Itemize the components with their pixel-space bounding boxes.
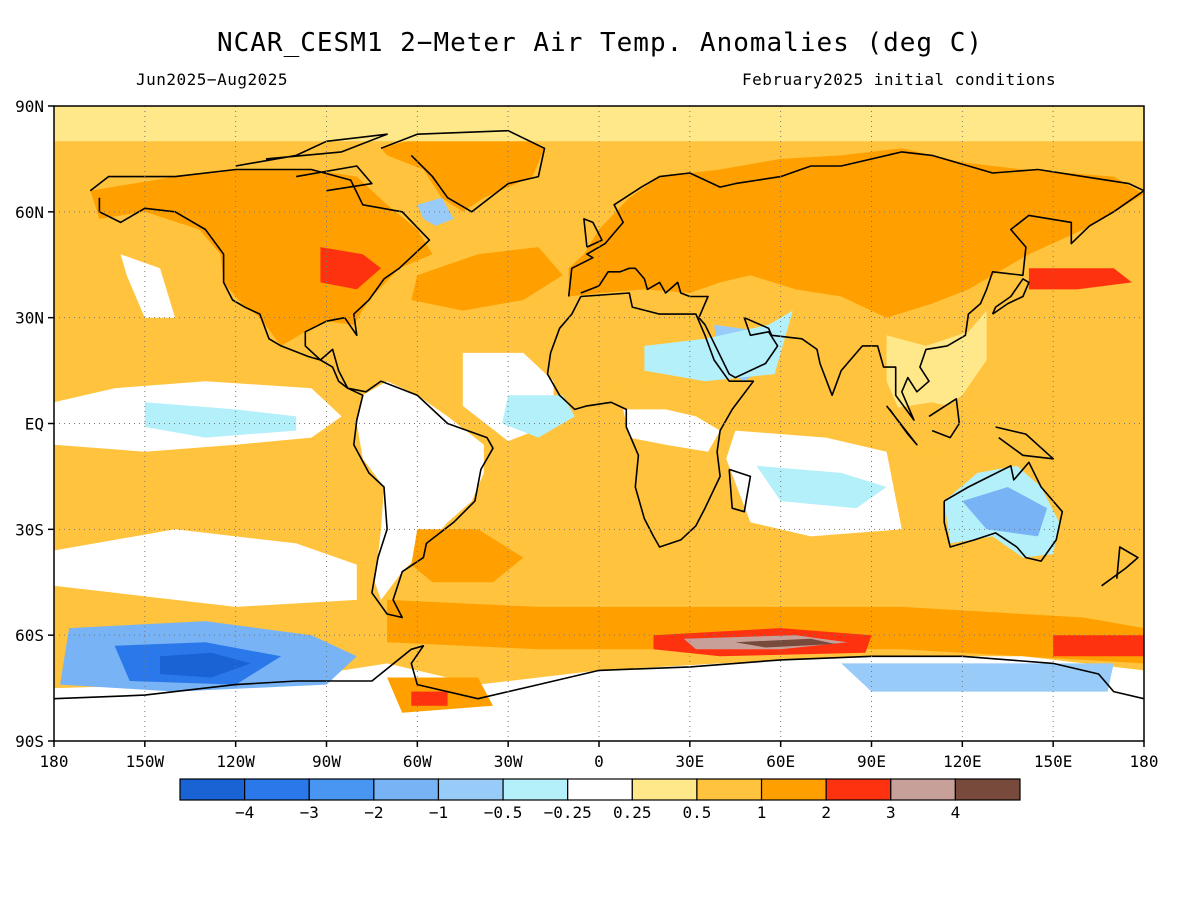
- region-greenland: [381, 130, 545, 212]
- lon-tick-label: 60W: [403, 752, 432, 771]
- colorbar: [179, 778, 1021, 801]
- colorbar-label: 1: [757, 803, 767, 822]
- lon-tick-label: 180: [1130, 752, 1159, 771]
- region-tropical-pacific-cool: [144, 402, 297, 438]
- map-title: NCAR_CESM1 2−Meter Air Temp. Anomalies (…: [216, 28, 984, 58]
- region-south-america: [356, 381, 484, 600]
- lon-tick-label: 180: [40, 752, 69, 771]
- region-southern-africa: [635, 437, 715, 544]
- colorbar-swatch: [179, 778, 246, 801]
- colorbar-labels: −4 −3 −2 −1 −0.5 −0.25 0.25 0.5 1 2 3 4: [235, 803, 960, 822]
- lon-tick-label: 30W: [494, 752, 523, 771]
- region-australia-cool: [962, 487, 1048, 537]
- region-south-atlantic-warm: [411, 529, 524, 583]
- colorbar-label: 0.25: [613, 803, 652, 822]
- colorbar-swatch: [502, 778, 569, 801]
- coastline: [991, 278, 1030, 315]
- region-central-africa: [623, 409, 721, 452]
- colorbar-label: 3: [886, 803, 896, 822]
- region-labrador-cool: [417, 197, 454, 226]
- lon-tick-label: 60E: [766, 752, 795, 771]
- colorbar-swatch: [825, 778, 892, 801]
- colorbar-label: −3: [300, 803, 319, 822]
- lat-tick-label: 60S: [15, 626, 44, 645]
- lon-tick-label: 120W: [216, 752, 255, 771]
- lat-tick-label: 90N: [15, 97, 44, 116]
- latitude-axis: 90N 60N 30N EQ 30S 60S 90S: [15, 97, 54, 751]
- colorbar-swatch: [244, 778, 310, 801]
- lon-tick-label: 120E: [943, 752, 982, 771]
- region-weddell-hot: [411, 691, 448, 706]
- lat-tick-label: EQ: [25, 415, 44, 434]
- lon-tick-label: 0: [594, 752, 604, 771]
- region-north-pacific-cool: [120, 254, 176, 318]
- lat-tick-label: 30S: [15, 520, 44, 539]
- region-atlantic-cool: [502, 395, 575, 438]
- grid-lines: [54, 106, 1144, 741]
- coastline: [235, 133, 388, 167]
- region-indian-cool: [756, 465, 887, 509]
- region-north-america: [90, 169, 433, 346]
- lat-tick-label: 30N: [15, 309, 44, 328]
- region-nw-indian-cool: [644, 310, 793, 382]
- colorbar-swatch: [954, 778, 1021, 801]
- region-japan-hot: [1028, 268, 1132, 290]
- colorbar-label: −4: [235, 803, 254, 822]
- region-amundsen-core: [160, 652, 251, 678]
- map-field: [54, 106, 1144, 741]
- coastline: [728, 468, 752, 513]
- region-southern-ocean-max: [735, 638, 836, 648]
- colorbar-label: 2: [821, 803, 831, 822]
- colorbar-swatch: [308, 778, 375, 801]
- lon-tick-label: 90E: [857, 752, 886, 771]
- colorbar-label: 4: [951, 803, 961, 822]
- region-arctic: [54, 106, 1144, 142]
- colorbar-label: −0.5: [484, 803, 523, 822]
- coastline: [1101, 546, 1139, 587]
- region-east-antarctic-cool: [841, 663, 1114, 692]
- colorbar-swatch: [760, 778, 827, 801]
- colorbar-swatch: [567, 778, 633, 801]
- colorbar-swatch: [631, 778, 698, 801]
- colorbar-swatch: [373, 778, 440, 801]
- lon-tick-label: 30E: [675, 752, 704, 771]
- lat-tick-label: 60N: [15, 203, 44, 222]
- lon-tick-label: 150W: [126, 752, 165, 771]
- region-ross-warm: [1053, 635, 1144, 657]
- region-south-pacific-belt: [54, 529, 357, 607]
- region-atlantic-north: [411, 247, 563, 311]
- region-eurasia: [568, 148, 1144, 318]
- colorbar-label: −1: [429, 803, 448, 822]
- lon-tick-label: 90W: [312, 752, 341, 771]
- colorbar-label: −2: [364, 803, 383, 822]
- lon-tick-label: 150E: [1034, 752, 1073, 771]
- colorbar-swatch: [696, 778, 763, 801]
- coastline: [583, 218, 603, 248]
- coastline: [885, 405, 918, 446]
- region-great-lakes-hot: [320, 247, 381, 290]
- coastline: [546, 292, 755, 548]
- initial-conditions-label: February2025 initial conditions: [742, 70, 1057, 89]
- coastline: [89, 168, 494, 619]
- longitude-axis: 180 150W 120W 90W 60W 30W 0 30E 60E 90E 120E 150E 18…: [40, 741, 1159, 771]
- colorbar-swatch: [890, 778, 956, 801]
- coastline: [995, 426, 1054, 460]
- region-maritime-continent: [886, 402, 1038, 459]
- coastline: [380, 129, 546, 213]
- forecast-period: Jun2025−Aug2025: [136, 70, 288, 89]
- colorbar-swatch: [437, 778, 504, 801]
- coastline: [943, 461, 1064, 562]
- lat-tick-label: 90S: [15, 732, 44, 751]
- colorbar-label: 0.5: [682, 803, 711, 822]
- colorbar-label: −0.25: [544, 803, 592, 822]
